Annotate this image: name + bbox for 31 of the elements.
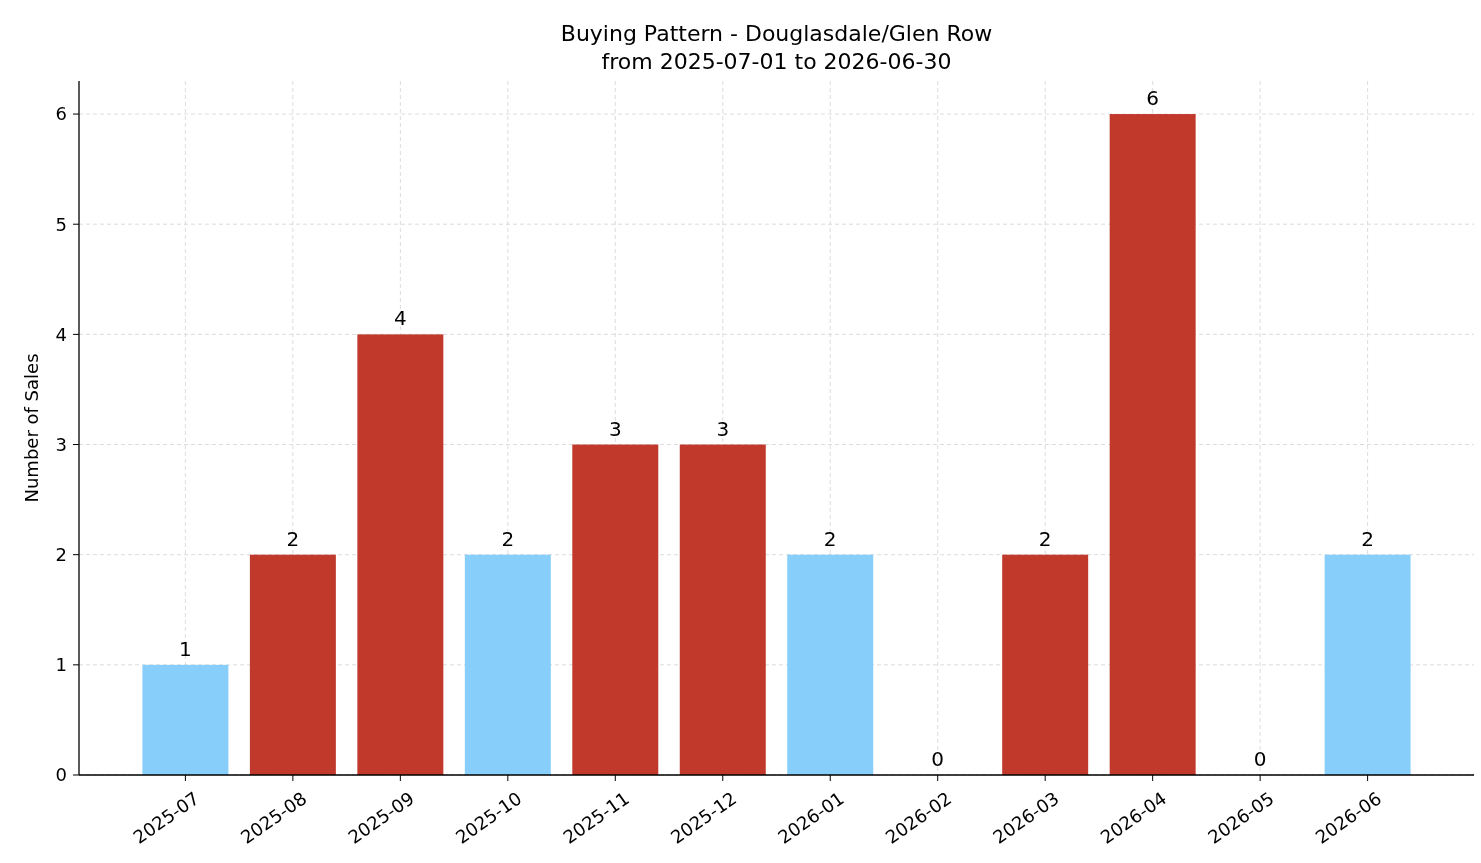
bar — [787, 554, 874, 775]
y-tick-label: 1 — [55, 654, 67, 676]
y-tick-label: 2 — [55, 543, 67, 565]
data-label: 2 — [501, 526, 515, 551]
data-label: 2 — [1361, 526, 1374, 551]
bar — [1324, 554, 1411, 775]
y-tick-label: 3 — [55, 433, 67, 455]
y-tick-label: 5 — [55, 213, 67, 235]
data-label: 1 — [179, 636, 192, 661]
data-label: 0 — [1253, 747, 1267, 771]
data-label: 2 — [823, 526, 837, 551]
data-label: 3 — [608, 416, 622, 441]
data-label: 0 — [931, 747, 945, 771]
bar — [249, 554, 336, 775]
bar — [464, 554, 551, 775]
bar — [142, 664, 229, 775]
bar — [572, 444, 659, 775]
data-label: 2 — [1038, 526, 1052, 551]
bar — [357, 334, 444, 775]
data-label: 6 — [1146, 86, 1160, 111]
data-label: 4 — [393, 306, 407, 331]
bar — [1109, 114, 1196, 775]
data-label: 2 — [286, 526, 300, 551]
y-axis-title: Number of Sales — [21, 353, 42, 503]
bar — [1002, 554, 1089, 775]
y-tick-label: 6 — [55, 103, 67, 125]
data-label: 3 — [716, 416, 730, 441]
y-tick-label: 0 — [55, 764, 67, 786]
chart-title: Buying Pattern - Douglasdale/Glen Row from 2025-07-01 to 2026-06-30 — [560, 21, 993, 74]
bar — [679, 444, 766, 775]
y-tick-label: 4 — [55, 323, 67, 345]
